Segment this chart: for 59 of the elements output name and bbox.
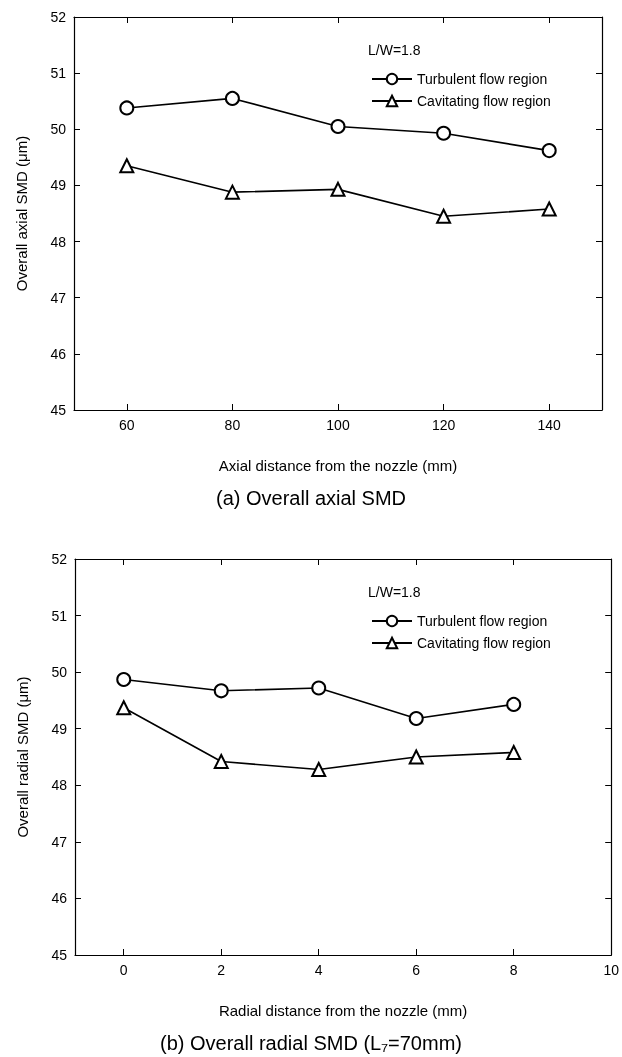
point (119, 100, 135, 116)
point (408, 749, 424, 765)
point (224, 90, 240, 106)
y-tick-label: 46 (51, 890, 68, 907)
point (119, 158, 135, 174)
y-tick-label: 48 (50, 233, 67, 250)
legend-title: L/W=1.8 (368, 584, 421, 600)
legend-label: Cavitating flow region (417, 93, 551, 109)
legend-title: L/W=1.8 (368, 42, 421, 58)
x-tick-label: 10 (603, 962, 620, 978)
point (541, 201, 557, 217)
y-tick-label: 45 (50, 402, 67, 418)
point (330, 118, 346, 134)
x-axis-title: Radial distance from the nozzle (mm) (218, 1002, 468, 1019)
legend-label: Turbulent flow region (417, 71, 548, 87)
y-tick-label: 50 (50, 121, 67, 138)
x-tick-label: 140 (537, 417, 562, 433)
point (506, 696, 522, 712)
x-tick-label: 60 (119, 417, 135, 433)
point (330, 181, 346, 197)
x-tick-label: 120 (431, 417, 456, 433)
x-tick-label: 0 (119, 962, 128, 978)
x-tick-label: 80 (224, 417, 241, 433)
point (408, 711, 424, 727)
y-axis-title: Overall axial SMD (μm) (13, 135, 30, 292)
point (213, 754, 229, 770)
y-tick-label: 46 (50, 345, 67, 362)
point (311, 680, 327, 696)
y-tick-label: 50 (51, 664, 68, 681)
x-tick-label: 2 (217, 962, 226, 978)
y-tick-label: 49 (50, 177, 67, 194)
text: (b) Overall radial SMD (L₇=70mm) (160, 1032, 462, 1054)
x-tick-label: 8 (509, 962, 518, 978)
point (436, 208, 452, 224)
x-tick-label: 100 (326, 417, 350, 433)
y-tick-label: 48 (51, 777, 68, 794)
y-tick-label: 51 (51, 607, 68, 624)
point (116, 700, 132, 716)
y-tick-label: 45 (51, 947, 68, 963)
text: (a) Overall axial SMD (215, 487, 407, 509)
point (224, 184, 240, 200)
legend-label: Cavitating flow region (417, 635, 551, 651)
y-tick-label: 52 (51, 551, 68, 567)
x-axis-title: Axial distance from the nozzle (mm) (218, 457, 458, 474)
point (506, 744, 522, 760)
point (311, 761, 327, 777)
y-axis-title: Overall radial SMD (μm) (14, 676, 31, 838)
point (213, 683, 229, 699)
y-tick-label: 49 (51, 720, 68, 737)
x-tick-label: 4 (314, 962, 323, 978)
point (116, 672, 132, 687)
point (541, 143, 557, 159)
y-tick-label: 47 (51, 833, 68, 850)
y-tick-label: 51 (50, 65, 67, 82)
legend-label: Turbulent flow region (417, 613, 548, 629)
x-tick-label: 6 (412, 962, 421, 978)
y-tick-label: 52 (50, 9, 67, 25)
y-tick-label: 47 (50, 289, 67, 306)
point (436, 125, 452, 141)
